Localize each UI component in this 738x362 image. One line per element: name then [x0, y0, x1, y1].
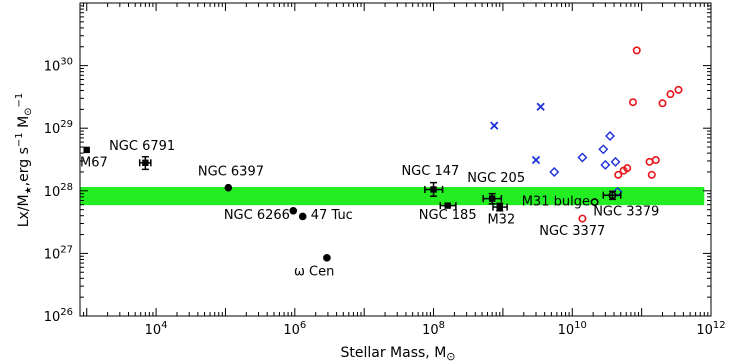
y-tick-label-base: 10 [44, 310, 61, 325]
x-tick-label: 104 [145, 320, 168, 338]
data-point-blue-diamond [577, 152, 588, 163]
x-axis-title: Stellar Mass, M⊙ [341, 345, 456, 362]
data-point-ngc147 [430, 186, 437, 193]
point-label-ngc147: NGC 147 [401, 164, 459, 179]
point-label-m31bulge: M31 bulge [522, 195, 590, 210]
data-point-red-open-circle [647, 170, 656, 179]
point-label-ngc3379: NGC 3379 [593, 205, 659, 220]
y-axis-title: Lx/M★,erg s−1 M⊙−1 [14, 93, 34, 228]
x-tick-label-base: 10 [422, 323, 439, 338]
x-tick-label-base: 10 [283, 323, 300, 338]
y-tick-label-base: 10 [44, 247, 61, 262]
point-label-ngc3377: NGC 3377 [539, 224, 605, 239]
x-tick-label-base: 10 [558, 323, 575, 338]
y-axis-title-lead: Lx/M [16, 194, 32, 227]
x-axis-title-main: Stellar Mass, M [341, 345, 447, 361]
points-layer [83, 46, 683, 262]
data-point-ngc3377 [578, 214, 587, 223]
y-tick-label-exp: 27 [60, 244, 73, 255]
data-point-blue-diamond [610, 156, 621, 167]
point-label-omegacen: ω Cen [294, 265, 334, 280]
constant-ratio-band [80, 187, 705, 206]
data-point-blue-diamond [600, 159, 611, 170]
y-tick-label-exp: 30 [60, 57, 73, 68]
x-tick-label-exp: 8 [439, 320, 445, 331]
data-point-blue-x [490, 121, 499, 130]
data-point-red-open-circle [651, 156, 660, 165]
point-label-m67: M67 [80, 155, 108, 170]
point-label-m32: M32 [487, 213, 515, 228]
data-point-blue-diamond [549, 166, 560, 177]
point-label-ngc6266: NGC 6266 [224, 208, 290, 223]
data-point-47tuc [298, 212, 307, 221]
y-tick-label: 1027 [44, 244, 73, 262]
y-axis-title-exp1: −1 [14, 132, 25, 147]
y-tick-label-base: 10 [44, 60, 61, 75]
y-axis-title-star: ★ [24, 186, 34, 194]
y-tick-label-exp: 29 [60, 119, 73, 130]
data-point-ngc6791 [142, 159, 149, 167]
x-tick-label-exp: 4 [161, 320, 167, 331]
data-point-red-open-circle [614, 170, 623, 179]
data-point-red-open-circle [666, 90, 675, 99]
data-point-blue-diamond [605, 131, 615, 142]
x-tick-label-exp: 6 [300, 320, 306, 331]
data-point-red-open-circle [619, 166, 628, 175]
data-point-red-open-circle [628, 98, 637, 107]
y-axis-title-exp2: −1 [14, 93, 25, 108]
y-tick-label-base: 10 [44, 185, 61, 200]
data-point-omegacen [323, 254, 331, 262]
data-point-m67 [83, 146, 90, 154]
point-label-ngc205: NGC 205 [467, 171, 525, 186]
plot-frame [79, 2, 712, 317]
data-point-m31bulge [590, 198, 599, 207]
x-axis-title-sun: ⊙ [446, 350, 455, 362]
y-tick-label-exp: 26 [60, 307, 73, 318]
x-tick-label-exp: 12 [713, 320, 726, 331]
point-label-ngc6791: NGC 6791 [109, 139, 175, 154]
band-layer [80, 187, 705, 206]
x-tick-label-exp: 10 [574, 320, 587, 331]
x-tick-label: 1010 [558, 320, 587, 338]
y-axis-title-mid2: M [16, 116, 32, 133]
data-point-red-open-circle [658, 99, 667, 108]
y-tick-label: 1030 [44, 57, 73, 75]
data-point-blue-x [531, 155, 541, 165]
y-tick-label: 1026 [44, 307, 73, 325]
data-point-ngc6397 [224, 183, 233, 192]
point-label-47tuc: 47 Tuc [311, 208, 353, 223]
data-point-blue-x [536, 102, 545, 111]
data-point-ngc6266 [289, 206, 298, 215]
data-point-blue-diamond [598, 144, 609, 155]
x-tick-label: 106 [283, 320, 306, 338]
x-tick-label: 1012 [696, 320, 725, 338]
x-tick-label: 108 [422, 320, 445, 338]
y-tick-label: 1028 [44, 182, 73, 200]
data-point-red-open-circle [674, 85, 683, 94]
point-label-ngc185: NGC 185 [419, 208, 477, 223]
x-tick-label-base: 10 [145, 323, 162, 338]
data-point-m32 [496, 203, 503, 211]
point-label-ngc6397: NGC 6397 [198, 165, 264, 180]
y-axis-title-mid: ,erg s [16, 147, 32, 186]
data-point-ngc205 [488, 195, 496, 202]
data-point-red-open-circle [632, 46, 641, 55]
y-axis-title-sun: ⊙ [23, 107, 34, 115]
y-tick-label: 1029 [44, 119, 73, 137]
data-point-ngc3379 [608, 191, 617, 200]
y-tick-label-exp: 28 [60, 182, 73, 193]
x-tick-label-base: 10 [696, 323, 713, 338]
y-tick-label-base: 10 [44, 122, 61, 137]
data-point-ngc185 [444, 202, 451, 209]
